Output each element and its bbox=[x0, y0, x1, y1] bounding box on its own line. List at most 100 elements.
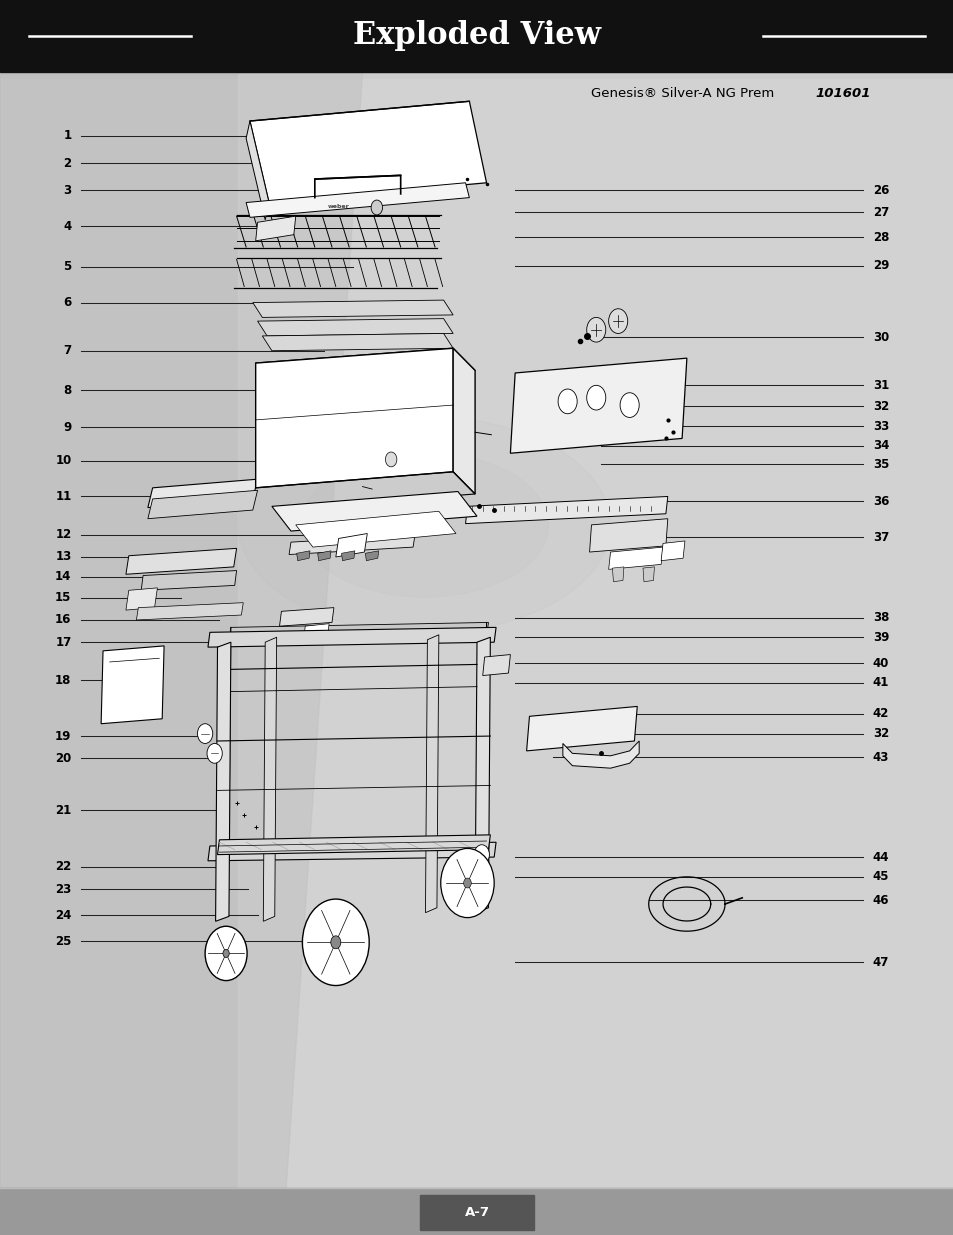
Polygon shape bbox=[215, 642, 231, 921]
Polygon shape bbox=[608, 547, 662, 569]
Text: 31: 31 bbox=[872, 379, 888, 391]
Polygon shape bbox=[341, 551, 355, 561]
FancyBboxPatch shape bbox=[419, 1195, 534, 1230]
Text: 32: 32 bbox=[872, 727, 888, 740]
Text: 14: 14 bbox=[55, 571, 71, 583]
Polygon shape bbox=[425, 635, 438, 913]
Polygon shape bbox=[589, 519, 667, 552]
Polygon shape bbox=[465, 496, 667, 524]
Text: 10: 10 bbox=[55, 454, 71, 467]
Polygon shape bbox=[217, 835, 490, 855]
Text: 12: 12 bbox=[55, 529, 71, 541]
Text: 16: 16 bbox=[55, 614, 71, 626]
Circle shape bbox=[474, 845, 489, 864]
Text: 47: 47 bbox=[872, 956, 888, 968]
Polygon shape bbox=[257, 319, 453, 336]
Text: 38: 38 bbox=[872, 611, 888, 624]
Polygon shape bbox=[262, 333, 453, 351]
Text: 26: 26 bbox=[872, 184, 888, 196]
Text: 9: 9 bbox=[63, 421, 71, 433]
Text: 42: 42 bbox=[872, 708, 888, 720]
Polygon shape bbox=[317, 551, 331, 561]
Text: 39: 39 bbox=[872, 631, 888, 643]
Text: 101601: 101601 bbox=[815, 88, 870, 100]
Polygon shape bbox=[255, 348, 453, 488]
Polygon shape bbox=[660, 541, 684, 561]
Polygon shape bbox=[475, 637, 490, 913]
Text: 5: 5 bbox=[63, 261, 71, 273]
Polygon shape bbox=[148, 490, 257, 519]
Polygon shape bbox=[229, 622, 488, 642]
Circle shape bbox=[608, 309, 627, 333]
Text: 7: 7 bbox=[63, 345, 71, 357]
Polygon shape bbox=[289, 535, 415, 555]
Polygon shape bbox=[255, 216, 295, 241]
Polygon shape bbox=[303, 624, 329, 641]
Polygon shape bbox=[453, 348, 475, 494]
Circle shape bbox=[385, 452, 396, 467]
Polygon shape bbox=[296, 551, 310, 561]
Polygon shape bbox=[482, 655, 510, 676]
Circle shape bbox=[331, 936, 340, 948]
Circle shape bbox=[586, 317, 605, 342]
Text: 41: 41 bbox=[872, 677, 888, 689]
Polygon shape bbox=[250, 101, 486, 203]
Text: A-7: A-7 bbox=[464, 1207, 489, 1219]
Text: 45: 45 bbox=[872, 871, 888, 883]
Text: 3: 3 bbox=[63, 184, 71, 196]
Text: 20: 20 bbox=[55, 752, 71, 764]
Bar bbox=[0, 1188, 953, 1235]
Text: 2: 2 bbox=[63, 157, 71, 169]
Text: 23: 23 bbox=[55, 883, 71, 895]
Polygon shape bbox=[253, 300, 453, 317]
Text: 29: 29 bbox=[872, 259, 888, 272]
Text: 1: 1 bbox=[63, 130, 71, 142]
Circle shape bbox=[440, 848, 494, 918]
Circle shape bbox=[223, 950, 229, 957]
Text: 35: 35 bbox=[872, 458, 888, 471]
Polygon shape bbox=[126, 588, 157, 610]
Circle shape bbox=[205, 926, 247, 981]
Polygon shape bbox=[255, 348, 475, 385]
Circle shape bbox=[371, 200, 382, 215]
Polygon shape bbox=[238, 416, 610, 634]
Text: 19: 19 bbox=[55, 730, 71, 742]
Text: 46: 46 bbox=[872, 894, 888, 906]
Text: 6: 6 bbox=[63, 296, 71, 309]
Text: 32: 32 bbox=[872, 400, 888, 412]
Text: 25: 25 bbox=[55, 935, 71, 947]
Polygon shape bbox=[562, 741, 639, 768]
Circle shape bbox=[197, 724, 213, 743]
Polygon shape bbox=[238, 74, 953, 1188]
Text: 30: 30 bbox=[872, 331, 888, 343]
Circle shape bbox=[207, 743, 222, 763]
Polygon shape bbox=[136, 603, 243, 620]
Polygon shape bbox=[526, 706, 637, 751]
Circle shape bbox=[302, 899, 369, 986]
Text: Exploded View: Exploded View bbox=[353, 20, 600, 52]
Text: 37: 37 bbox=[872, 531, 888, 543]
Text: 40: 40 bbox=[872, 657, 888, 669]
Text: 17: 17 bbox=[55, 636, 71, 648]
Polygon shape bbox=[141, 571, 236, 590]
Polygon shape bbox=[295, 511, 456, 547]
Text: 33: 33 bbox=[872, 420, 888, 432]
Text: 22: 22 bbox=[55, 861, 71, 873]
Text: 15: 15 bbox=[55, 592, 71, 604]
Text: 18: 18 bbox=[55, 674, 71, 687]
Text: Genesis® Silver-A NG Prem: Genesis® Silver-A NG Prem bbox=[591, 88, 779, 100]
Text: 43: 43 bbox=[872, 751, 888, 763]
Polygon shape bbox=[126, 548, 236, 574]
Text: 8: 8 bbox=[63, 384, 71, 396]
Text: 34: 34 bbox=[872, 440, 888, 452]
Polygon shape bbox=[246, 183, 469, 217]
Bar bbox=[0, 79, 953, 1188]
Polygon shape bbox=[642, 567, 654, 582]
Text: 4: 4 bbox=[63, 220, 71, 232]
Text: 28: 28 bbox=[872, 231, 888, 243]
Text: 27: 27 bbox=[872, 206, 888, 219]
Polygon shape bbox=[246, 121, 269, 220]
Polygon shape bbox=[365, 551, 378, 561]
Polygon shape bbox=[0, 74, 362, 1188]
Polygon shape bbox=[148, 479, 257, 508]
